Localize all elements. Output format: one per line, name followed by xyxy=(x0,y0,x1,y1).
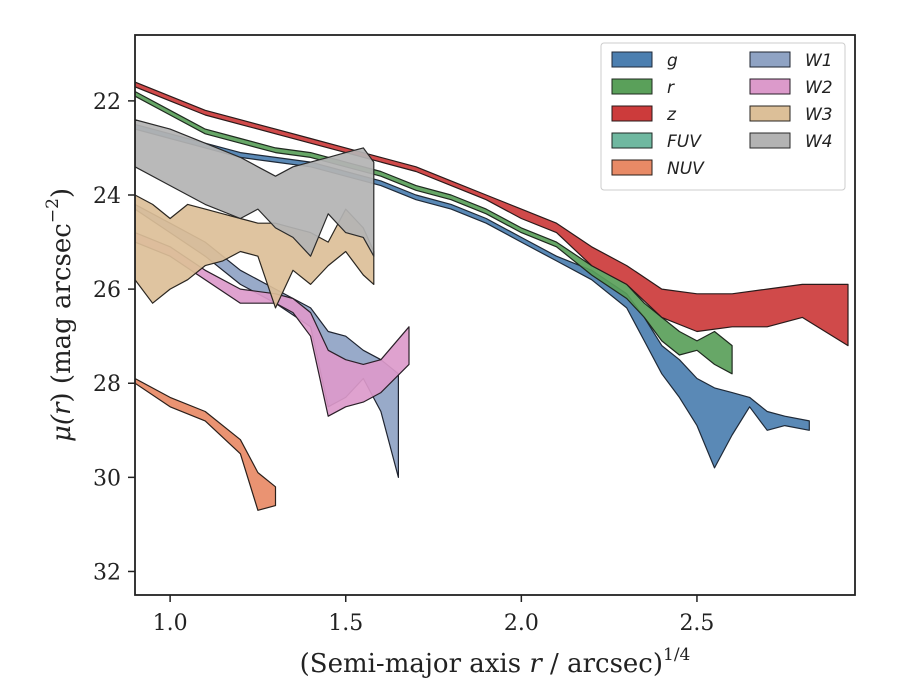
band-w1 xyxy=(135,203,399,478)
legend-item-w2: W2 xyxy=(749,78,833,98)
legend-label: NUV xyxy=(667,159,705,179)
legend-label: W4 xyxy=(805,132,833,152)
legend-label: FUV xyxy=(667,132,702,152)
x-tick-label: 2.0 xyxy=(504,611,539,636)
legend-item-w1: W1 xyxy=(749,51,833,71)
legend-item-nuv: NUV xyxy=(611,159,705,179)
legend-swatch xyxy=(611,51,653,68)
series-layer xyxy=(135,81,849,511)
legend-label: r xyxy=(667,78,675,98)
x-tick-label: 1.5 xyxy=(328,611,363,636)
legend-item-g: g xyxy=(611,51,678,71)
legend-label: W2 xyxy=(805,78,833,98)
y-tick-label: 28 xyxy=(93,372,121,397)
legend-label: g xyxy=(667,51,678,71)
band-g xyxy=(135,123,810,469)
x-axis-title: (Semi-major axis r / arcsec)1/4 xyxy=(300,645,691,679)
legend-swatch xyxy=(611,132,653,149)
band-w4 xyxy=(135,119,375,257)
legend-swatch xyxy=(611,78,653,95)
band-w3 xyxy=(135,194,375,309)
legend-swatch xyxy=(611,159,653,176)
legend: grz FUV NUV W1 W2 W3 W4 xyxy=(600,42,846,191)
legend-label: W3 xyxy=(805,105,833,125)
plot-frame xyxy=(134,34,856,596)
legend-item-fuv: FUV xyxy=(611,132,702,152)
y-tick-label: 26 xyxy=(93,278,121,303)
y-axis: 22 24 26 28 30 32 xyxy=(93,90,135,585)
y-tick-label: 22 xyxy=(93,90,121,115)
y-tick-label: 24 xyxy=(93,184,121,209)
band-nuv xyxy=(135,377,277,511)
legend-label: z xyxy=(666,105,677,125)
legend-swatch xyxy=(611,105,653,122)
y-axis-title: μ(r) (mag arcsec−2) xyxy=(43,188,77,442)
x-tick-label: 1.0 xyxy=(153,611,188,636)
legend-swatch xyxy=(749,78,791,95)
x-axis: 1.0 1.5 2.0 2.5 xyxy=(153,595,714,636)
legend-item-z: z xyxy=(611,105,677,125)
legend-swatch xyxy=(749,105,791,122)
legend-swatch xyxy=(749,132,791,149)
legend-item-w4: W4 xyxy=(749,132,833,152)
legend-item-r: r xyxy=(611,78,675,98)
y-tick-label: 30 xyxy=(93,466,121,491)
legend-item-w3: W3 xyxy=(749,105,833,125)
x-tick-label: 2.5 xyxy=(679,611,714,636)
legend-swatch xyxy=(749,51,791,68)
legend-label: W1 xyxy=(805,51,833,71)
y-tick-label: 32 xyxy=(93,560,121,585)
